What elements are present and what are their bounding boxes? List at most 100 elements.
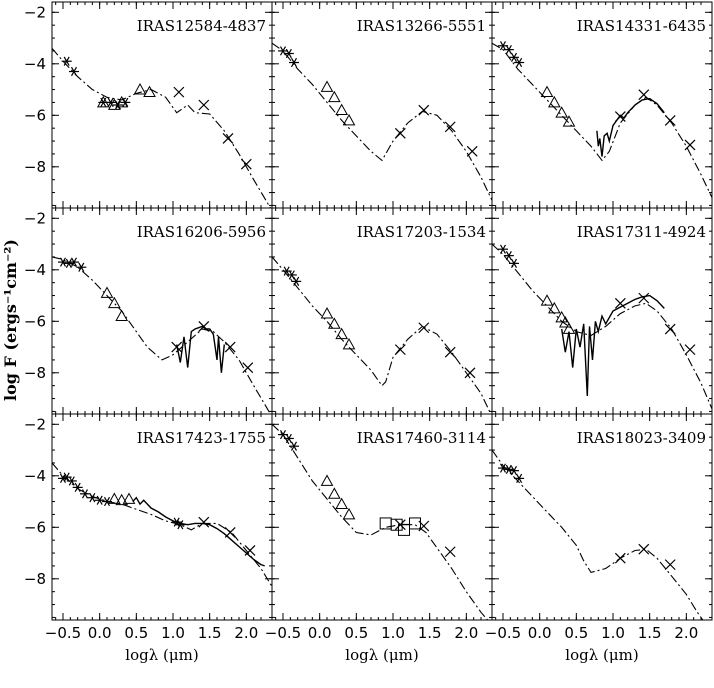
- panel-data: [272, 256, 492, 414]
- star-marker: [503, 45, 514, 55]
- y-tick-label: −8: [24, 158, 46, 176]
- cross-marker: [638, 543, 650, 555]
- star-marker: [69, 66, 79, 77]
- model-curve: [492, 42, 712, 198]
- star-marker: [509, 466, 519, 476]
- triangle-marker: [107, 296, 121, 309]
- star-marker: [291, 276, 302, 287]
- y-tick-label: −4: [24, 467, 46, 485]
- star-marker: [289, 441, 299, 451]
- cross-marker: [614, 552, 626, 564]
- x-tick-label: 0.0: [308, 624, 332, 642]
- panel-title: IRAS14331-6435: [577, 17, 706, 35]
- spectrum-line: [561, 294, 665, 397]
- spectrum-line: [176, 325, 225, 373]
- star-marker: [509, 52, 519, 62]
- star-marker: [80, 489, 90, 499]
- triangle-marker: [327, 90, 341, 103]
- spectrum-line: [132, 496, 265, 567]
- x-tick-label: 1.5: [418, 624, 442, 642]
- star-marker: [76, 262, 87, 272]
- triangle-marker: [335, 327, 349, 340]
- triangle-marker: [342, 337, 356, 350]
- x-tick-label: 2.0: [674, 624, 698, 642]
- triangle-marker: [558, 316, 572, 328]
- y-tick-label: −8: [24, 570, 46, 588]
- panel-title: IRAS13266-5551: [357, 17, 486, 35]
- triangle-marker: [96, 95, 110, 108]
- model-curve: [52, 256, 272, 414]
- cross-marker: [224, 527, 236, 538]
- x-axis-title: logλ (μm): [565, 646, 638, 664]
- square-marker: [398, 523, 410, 536]
- panel: −2 −4 −6 −8 IRAS16206-5956: [24, 207, 273, 415]
- star-marker: [94, 495, 105, 505]
- y-tick-label: −2: [24, 415, 46, 433]
- panel: −0.5 0.0 0.5 1.0 1.5 2.0 −2 −4 −6 −8 IRAS17423-175…: [24, 413, 273, 664]
- triangle-marker: [335, 497, 349, 510]
- model-curve: [272, 423, 489, 620]
- star-marker: [87, 493, 98, 503]
- model-curve: [52, 462, 272, 587]
- panel-grid: −2 −4 −6 −8 IRAS12584-4837 IRAS13266-5551 IRAS…: [24, 1, 713, 664]
- cross-marker: [242, 362, 254, 374]
- panel-data: [52, 462, 272, 587]
- model-curve: [272, 42, 492, 201]
- cross-marker: [664, 115, 676, 126]
- y-tick-label: −6: [24, 312, 46, 330]
- triangle-marker: [547, 301, 561, 314]
- star-marker: [63, 258, 74, 268]
- y-tick-label: −6: [24, 106, 46, 124]
- x-axis-title: logλ (μm): [345, 646, 418, 664]
- panel-title: IRAS18023-3409: [577, 429, 706, 447]
- cross-marker: [244, 545, 256, 556]
- x-tick-label: −0.5: [45, 624, 81, 642]
- triangle-marker: [555, 310, 569, 323]
- x-tick-label: 0.0: [528, 624, 552, 642]
- cross-marker: [198, 516, 210, 528]
- panel-title: IRAS16206-5956: [137, 223, 266, 241]
- cross-marker: [444, 346, 456, 358]
- star-marker: [69, 257, 79, 267]
- cross-marker: [464, 367, 476, 379]
- panel-title: IRAS17460-3114: [357, 429, 486, 447]
- star-marker: [514, 473, 525, 484]
- panel: IRAS14331-6435: [491, 1, 713, 209]
- x-tick-label: 1.0: [161, 624, 185, 642]
- triangle-marker: [143, 85, 156, 98]
- star-marker: [72, 482, 83, 493]
- triangle-marker: [133, 83, 147, 95]
- cross-marker: [466, 145, 478, 157]
- panel-data: [492, 243, 712, 410]
- x-tick-label: 0.0: [88, 624, 112, 642]
- y-tick-label: −4: [24, 261, 46, 279]
- star-marker: [514, 57, 525, 68]
- triangle-marker: [115, 309, 129, 322]
- triangle-marker: [115, 95, 129, 108]
- cross-marker: [394, 344, 406, 356]
- cross-marker: [684, 139, 696, 151]
- star-marker: [289, 57, 299, 68]
- star-marker: [498, 244, 508, 254]
- x-tick-label: 0.5: [564, 624, 588, 642]
- cross-marker: [171, 341, 183, 353]
- panel-title: IRAS12584-4837: [137, 17, 266, 35]
- triangle-marker: [327, 317, 341, 329]
- cross-marker: [173, 86, 185, 98]
- panel: −0.5 0.0 0.5 1.0 1.5 2.0 IRAS17460-3114 logλ (μ…: [265, 413, 493, 664]
- y-tick-label: −2: [24, 209, 46, 227]
- star-marker: [58, 257, 68, 267]
- cross-marker: [418, 322, 430, 334]
- cross-marker: [664, 323, 676, 335]
- x-tick-label: 1.0: [601, 624, 625, 642]
- model-curve: [492, 449, 704, 620]
- triangle-marker: [100, 286, 114, 298]
- spectrum-line: [596, 97, 665, 157]
- panel-data: [272, 42, 492, 201]
- cross-marker: [418, 520, 430, 532]
- x-tick-label: 1.5: [198, 624, 222, 642]
- panel: IRAS17311-4924: [491, 207, 713, 415]
- x-axis-title: logλ (μm): [125, 646, 198, 664]
- panel-title: IRAS17203-1534: [357, 223, 486, 241]
- cross-marker: [224, 341, 236, 353]
